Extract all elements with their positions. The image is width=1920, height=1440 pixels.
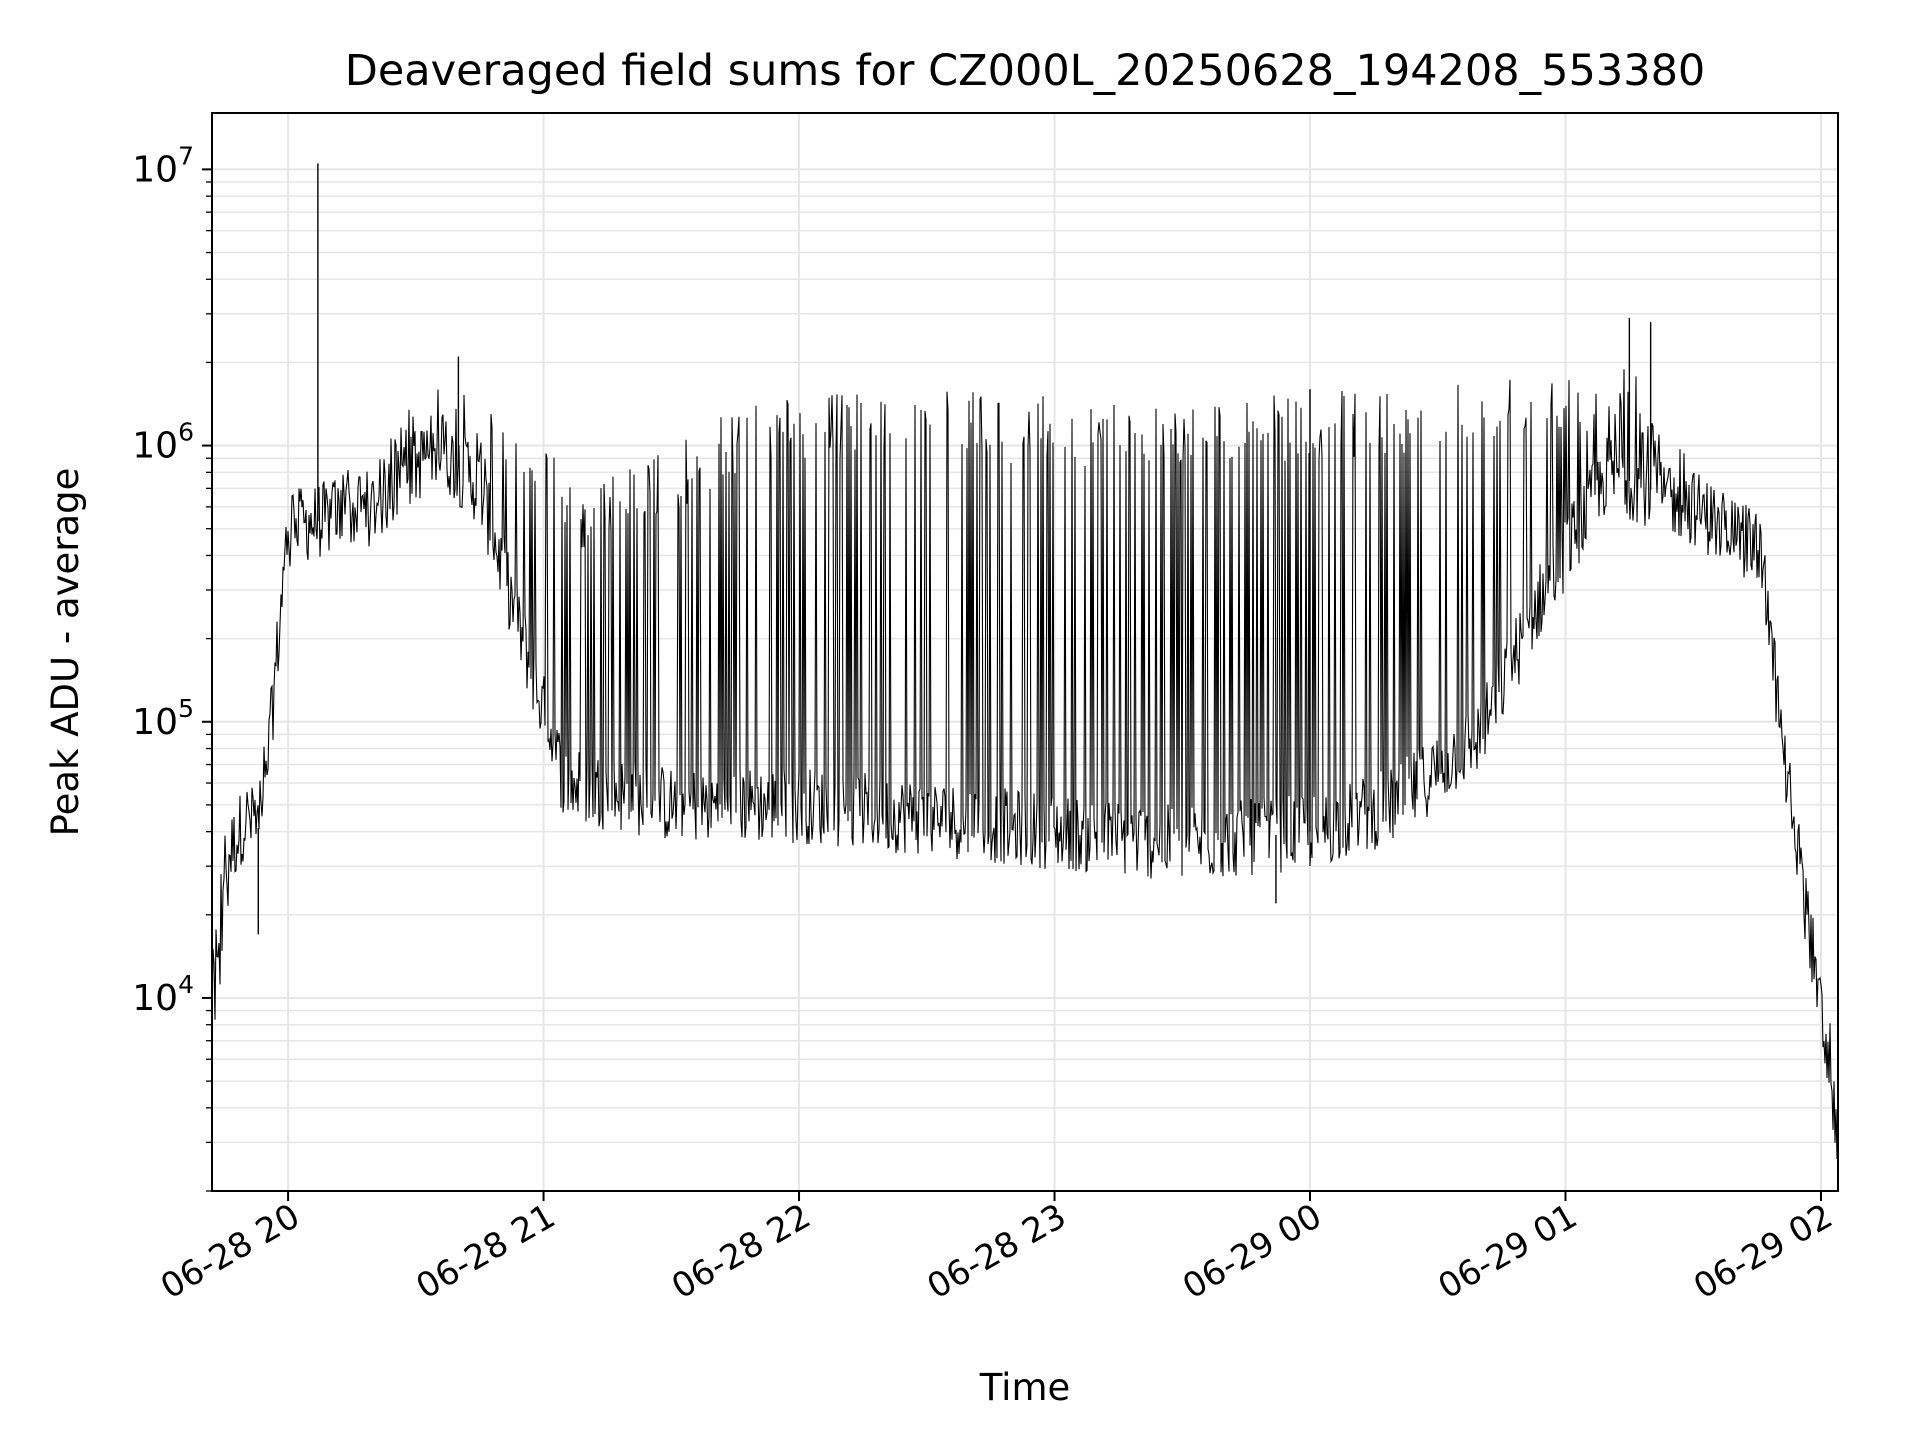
y-tick-base: 10 bbox=[132, 149, 178, 190]
y-tick-base: 10 bbox=[132, 702, 178, 743]
tick-marks bbox=[202, 168, 1822, 1201]
y-tick-exponent: 7 bbox=[178, 141, 194, 170]
y-tick-label: 106 bbox=[132, 418, 194, 467]
y-tick-exponent: 4 bbox=[178, 970, 194, 999]
y-tick-label: 105 bbox=[132, 694, 194, 743]
y-axis-label: Peak ADU - average bbox=[44, 468, 87, 837]
y-tick-exponent: 5 bbox=[178, 694, 194, 723]
plot-frame bbox=[211, 112, 1839, 1192]
y-tick-label: 107 bbox=[132, 141, 194, 190]
series-trace bbox=[211, 369, 1839, 1160]
chart-title: Deaveraged field sums for CZ000L_2025062… bbox=[345, 46, 1706, 96]
series-line bbox=[211, 163, 1839, 1160]
y-tick-base: 10 bbox=[132, 426, 178, 467]
y-tick-base: 10 bbox=[132, 978, 178, 1019]
grid bbox=[212, 113, 1838, 1192]
x-axis-label: Time bbox=[979, 1366, 1071, 1409]
y-tick-label: 104 bbox=[132, 970, 194, 1019]
y-tick-exponent: 6 bbox=[178, 418, 194, 447]
